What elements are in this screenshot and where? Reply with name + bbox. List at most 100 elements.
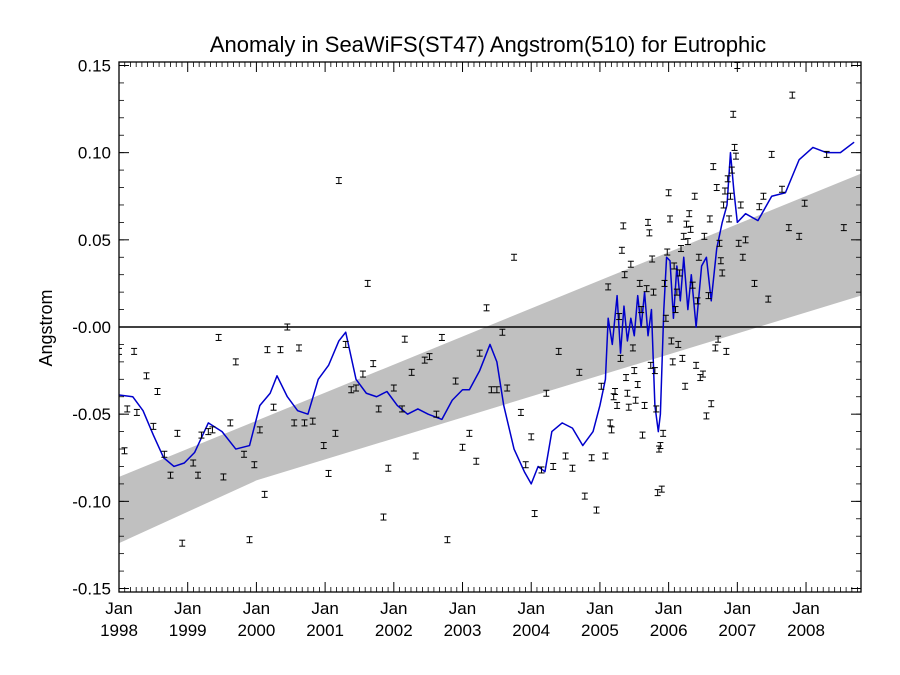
- x-tick-year-label: 2003: [444, 621, 482, 640]
- data-point: [699, 370, 706, 378]
- data-point: [703, 412, 710, 420]
- data-point: [598, 382, 605, 390]
- data-point: [638, 306, 645, 314]
- data-point: [167, 471, 174, 479]
- data-point: [143, 372, 150, 380]
- data-point: [459, 443, 466, 451]
- x-tick-month-label: Jan: [655, 599, 682, 618]
- data-point: [309, 417, 316, 425]
- data-point: [705, 292, 712, 300]
- data-point: [511, 253, 518, 261]
- data-point: [555, 347, 562, 355]
- data-point: [623, 374, 630, 382]
- data-point: [629, 344, 636, 352]
- data-point: [742, 236, 749, 244]
- y-tick-label: -0.05: [72, 405, 111, 424]
- data-point: [658, 485, 665, 493]
- data-point: [195, 471, 202, 479]
- data-point: [342, 340, 349, 348]
- data-point: [348, 386, 355, 394]
- data-point: [679, 354, 686, 362]
- data-point: [538, 466, 545, 474]
- data-point: [227, 419, 234, 427]
- data-point: [616, 313, 623, 321]
- data-point: [473, 457, 480, 465]
- x-tick-month-label: Jan: [105, 599, 132, 618]
- confidence-band-layer: [119, 173, 861, 544]
- data-point: [676, 269, 683, 277]
- confidence-band: [119, 173, 861, 544]
- x-tick-month-label: Jan: [174, 599, 201, 618]
- y-tick-label: 0.10: [78, 144, 111, 163]
- data-point: [717, 257, 724, 265]
- x-axis: Jan 1998 Jan 1999 Jan 2000 Jan 2001 Jan 2002 Jan 20…: [100, 62, 858, 640]
- data-point: [488, 386, 495, 394]
- data-point: [708, 400, 715, 408]
- data-point: [651, 367, 658, 375]
- data-point: [241, 450, 248, 458]
- data-point: [380, 513, 387, 521]
- data-point: [421, 356, 428, 364]
- data-point: [179, 539, 186, 547]
- data-point: [270, 403, 277, 411]
- data-point: [636, 279, 643, 287]
- x-tick-year-label: 1998: [100, 621, 138, 640]
- data-point: [732, 152, 739, 160]
- data-point: [645, 218, 652, 226]
- data-point: [124, 405, 131, 413]
- data-point: [232, 358, 239, 366]
- data-point: [689, 281, 696, 289]
- data-point: [131, 347, 138, 355]
- data-point: [522, 461, 529, 469]
- data-point: [641, 401, 648, 409]
- data-point: [735, 239, 742, 247]
- data-point: [621, 271, 628, 279]
- data-point: [517, 408, 524, 416]
- data-point: [161, 450, 168, 458]
- data-point: [739, 253, 746, 261]
- data-point: [133, 408, 140, 416]
- data-point: [724, 175, 731, 183]
- data-point: [680, 232, 687, 240]
- data-point: [726, 215, 733, 223]
- data-point: [576, 368, 583, 376]
- data-point: [531, 510, 538, 518]
- data-point: [701, 232, 708, 240]
- data-point: [618, 246, 625, 254]
- y-tick-label: -0.10: [72, 492, 111, 511]
- x-tick-year-label: 2006: [650, 621, 688, 640]
- data-point: [662, 314, 669, 322]
- data-point: [687, 225, 694, 233]
- data-point: [608, 426, 615, 434]
- data-point: [408, 368, 415, 376]
- data-point: [756, 203, 763, 211]
- data-point: [731, 143, 738, 151]
- data-point: [612, 388, 619, 396]
- x-tick-month-label: Jan: [380, 599, 407, 618]
- data-point: [840, 224, 847, 232]
- data-point: [683, 220, 690, 228]
- x-tick-month-label: Jan: [518, 599, 545, 618]
- data-point: [716, 239, 723, 247]
- data-point: [291, 419, 298, 427]
- x-tick-year-label: 2008: [787, 621, 825, 640]
- data-points-layer: [119, 62, 847, 547]
- data-point: [476, 349, 483, 357]
- data-point: [721, 187, 728, 195]
- data-point: [215, 333, 222, 341]
- data-point: [668, 337, 675, 345]
- data-point: [499, 328, 506, 336]
- data-point: [528, 433, 535, 441]
- data-point: [617, 354, 624, 362]
- data-point: [614, 401, 621, 409]
- data-point: [550, 462, 557, 470]
- data-point: [277, 346, 284, 354]
- data-point: [154, 388, 161, 396]
- data-point: [657, 442, 664, 450]
- y-axis: 0.15 0.10 0.05 -0.00 -0.05 -0.10 -0.15: [72, 56, 861, 599]
- data-point: [682, 382, 689, 390]
- data-point: [672, 306, 679, 314]
- data-point: [765, 295, 772, 303]
- x-tick-month-label: Jan: [449, 599, 476, 618]
